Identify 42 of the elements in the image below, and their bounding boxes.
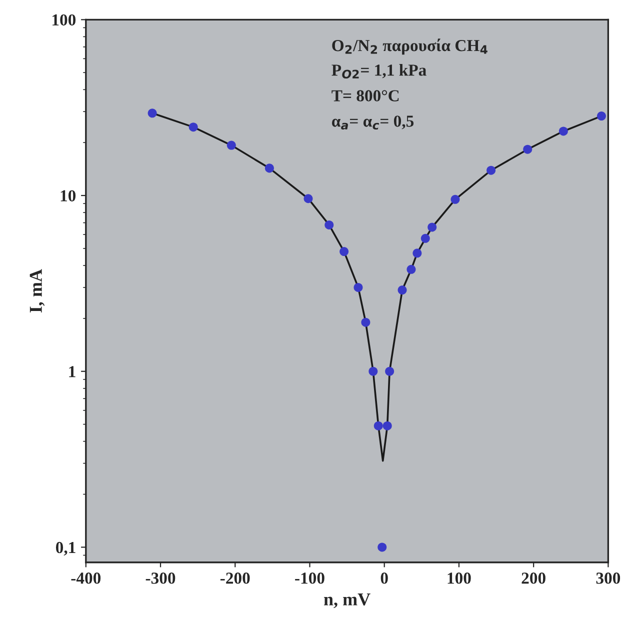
point: [523, 144, 532, 154]
point: [354, 282, 363, 292]
point: [420, 234, 430, 243]
y-tick-label: 10: [60, 190, 76, 202]
y-tick-label: 1: [69, 366, 76, 378]
point: [361, 318, 370, 327]
point: [596, 112, 606, 121]
x-axis-title: n, mV: [324, 593, 370, 608]
y-tick-label: 100: [52, 14, 76, 26]
x-tick-label: -200: [220, 572, 250, 584]
point: [264, 164, 274, 173]
x-tick-label: -300: [146, 572, 176, 584]
point: [374, 421, 383, 430]
y-axis-title: I, mA: [30, 269, 45, 312]
point: [412, 248, 422, 258]
point: [398, 286, 407, 295]
point: [324, 220, 334, 230]
annotation: α$_{a}$= α$_{c}$= 0,5: [332, 116, 414, 130]
point: [226, 140, 236, 150]
point: [382, 421, 392, 430]
x-tick-label: 100: [448, 572, 471, 584]
annotation: T= 800°C: [332, 90, 399, 102]
point: [558, 126, 568, 136]
y-tick-label: 0,1: [56, 542, 76, 556]
point: [385, 366, 394, 376]
annotation: O$_{2}$/N$_{2}$ παρουσία CH$_{4}$: [332, 38, 488, 55]
x-tick-label: 300: [596, 572, 620, 584]
point: [378, 542, 387, 552]
point: [188, 122, 198, 132]
point: [428, 222, 437, 232]
point: [450, 194, 460, 204]
point: [406, 264, 416, 274]
x-tick-label: -400: [71, 572, 101, 584]
annotation: P$_{O2}$= 1,1 kPa: [332, 64, 426, 79]
point: [148, 108, 157, 118]
point: [340, 247, 349, 256]
point: [304, 194, 313, 204]
x-tick-label: 0: [380, 572, 388, 584]
x-tick-label: -100: [295, 572, 324, 584]
x-tick-label: 200: [522, 572, 546, 584]
point: [486, 166, 496, 175]
point: [368, 366, 378, 376]
